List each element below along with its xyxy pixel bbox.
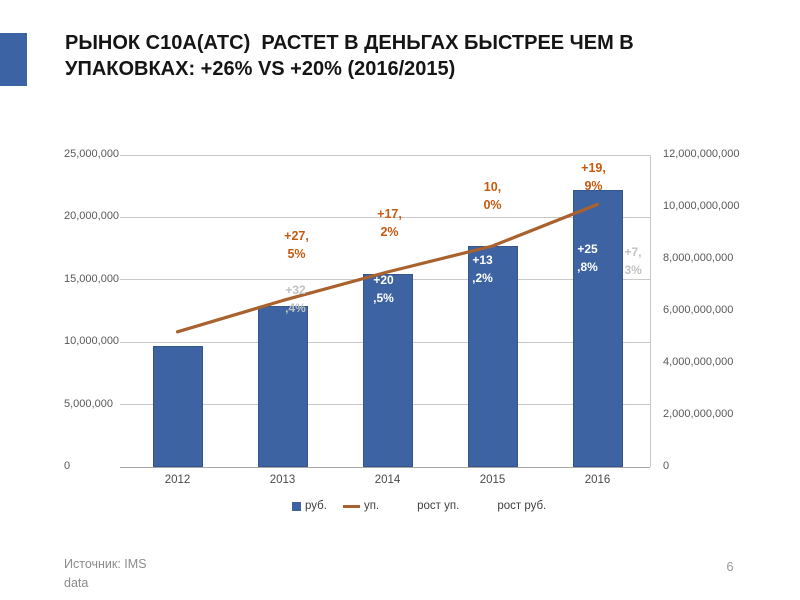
category-label-2015: 2015 bbox=[479, 474, 506, 486]
legend-label: рост руб. bbox=[497, 500, 547, 512]
growth-label-up-2015: 10, 0% bbox=[483, 180, 502, 212]
bar-2012 bbox=[152, 345, 203, 467]
legend-item-2: уп. bbox=[342, 500, 380, 512]
title-accent-bar bbox=[0, 33, 27, 86]
left-axis-tick-label: 25,000,000 bbox=[64, 148, 120, 160]
source-note: Источник: IMS data bbox=[64, 555, 147, 593]
legend-line-swatch bbox=[342, 504, 360, 508]
slide-title-line2: УПАКОВКАХ: +26% VS +20% (2016/2015) bbox=[65, 58, 456, 80]
legend-square-swatch bbox=[292, 501, 301, 511]
left-axis-tick-label: 0 bbox=[64, 460, 71, 472]
growth-label-rub-2016: +25 ,8% bbox=[577, 242, 598, 274]
bar-2013 bbox=[257, 306, 308, 467]
legend-label: рост уп. bbox=[417, 500, 460, 512]
slide-title-line1: РЫНОК С10А(АТС) РАСТЕТ В ДЕНЬГАХ БЫСТРЕЕ… bbox=[65, 32, 634, 54]
right-axis-tick-label: 12,000,000,000 bbox=[663, 148, 740, 160]
growth-label-rub-2013: +32 ,4% bbox=[285, 283, 306, 315]
combo-chart: 0 5,000,000 10,000,000 15,000,000 20,000,000… bbox=[0, 130, 800, 540]
legend-label: руб. bbox=[305, 500, 327, 512]
right-axis-tick-label: 4,000,000,000 bbox=[663, 356, 734, 368]
chart-legend: руб. уп. рост уп. рост руб. bbox=[292, 500, 546, 512]
right-axis-tick-label: 0 bbox=[663, 460, 670, 472]
growth-label-up-2016: +19, 9% bbox=[581, 161, 606, 193]
bar-2016 bbox=[572, 189, 623, 467]
right-axis-line bbox=[650, 155, 651, 467]
source-note-line1: Источник: IMS bbox=[64, 557, 147, 571]
legend-label: уп. bbox=[363, 500, 380, 512]
legend-item-4: рост руб. bbox=[475, 500, 546, 512]
category-label-2016: 2016 bbox=[584, 474, 611, 486]
growth-label-rub-2015: +13 ,2% bbox=[472, 253, 493, 285]
growth-label-rub-2014: +20 ,5% bbox=[373, 273, 394, 305]
category-label-2012: 2012 bbox=[164, 474, 191, 486]
left-axis-tick-label: 10,000,000 bbox=[64, 335, 120, 348]
right-axis-tick-label: 6,000,000,000 bbox=[663, 304, 734, 316]
faded-extra-label: +7, 3% bbox=[624, 245, 642, 277]
page-number: 6 bbox=[726, 559, 734, 574]
gridline bbox=[120, 154, 650, 156]
legend-item-1: руб. bbox=[292, 500, 327, 512]
growth-label-up-2013: +27, 5% bbox=[284, 229, 309, 261]
left-axis-tick-label: 15,000,000 bbox=[64, 272, 120, 285]
source-note-line2: data bbox=[64, 576, 89, 590]
growth-label-up-2014: +17, 2% bbox=[377, 207, 402, 239]
gridline bbox=[120, 466, 650, 468]
left-axis-tick-label: 5,000,000 bbox=[64, 397, 113, 410]
slide-title: РЫНОК С10А(АТС) РАСТЕТ В ДЕНЬГАХ БЫСТРЕЕ… bbox=[65, 30, 765, 82]
category-label-2013: 2013 bbox=[269, 474, 296, 486]
right-axis-tick-label: 10,000,000,000 bbox=[663, 200, 740, 212]
right-axis-tick-label: 8,000,000,000 bbox=[663, 252, 734, 264]
legend-item-3: рост уп. bbox=[395, 500, 459, 512]
category-label-2014: 2014 bbox=[374, 474, 401, 486]
left-axis-tick-label: 20,000,000 bbox=[64, 210, 120, 223]
right-axis-tick-label: 2,000,000,000 bbox=[663, 408, 734, 420]
